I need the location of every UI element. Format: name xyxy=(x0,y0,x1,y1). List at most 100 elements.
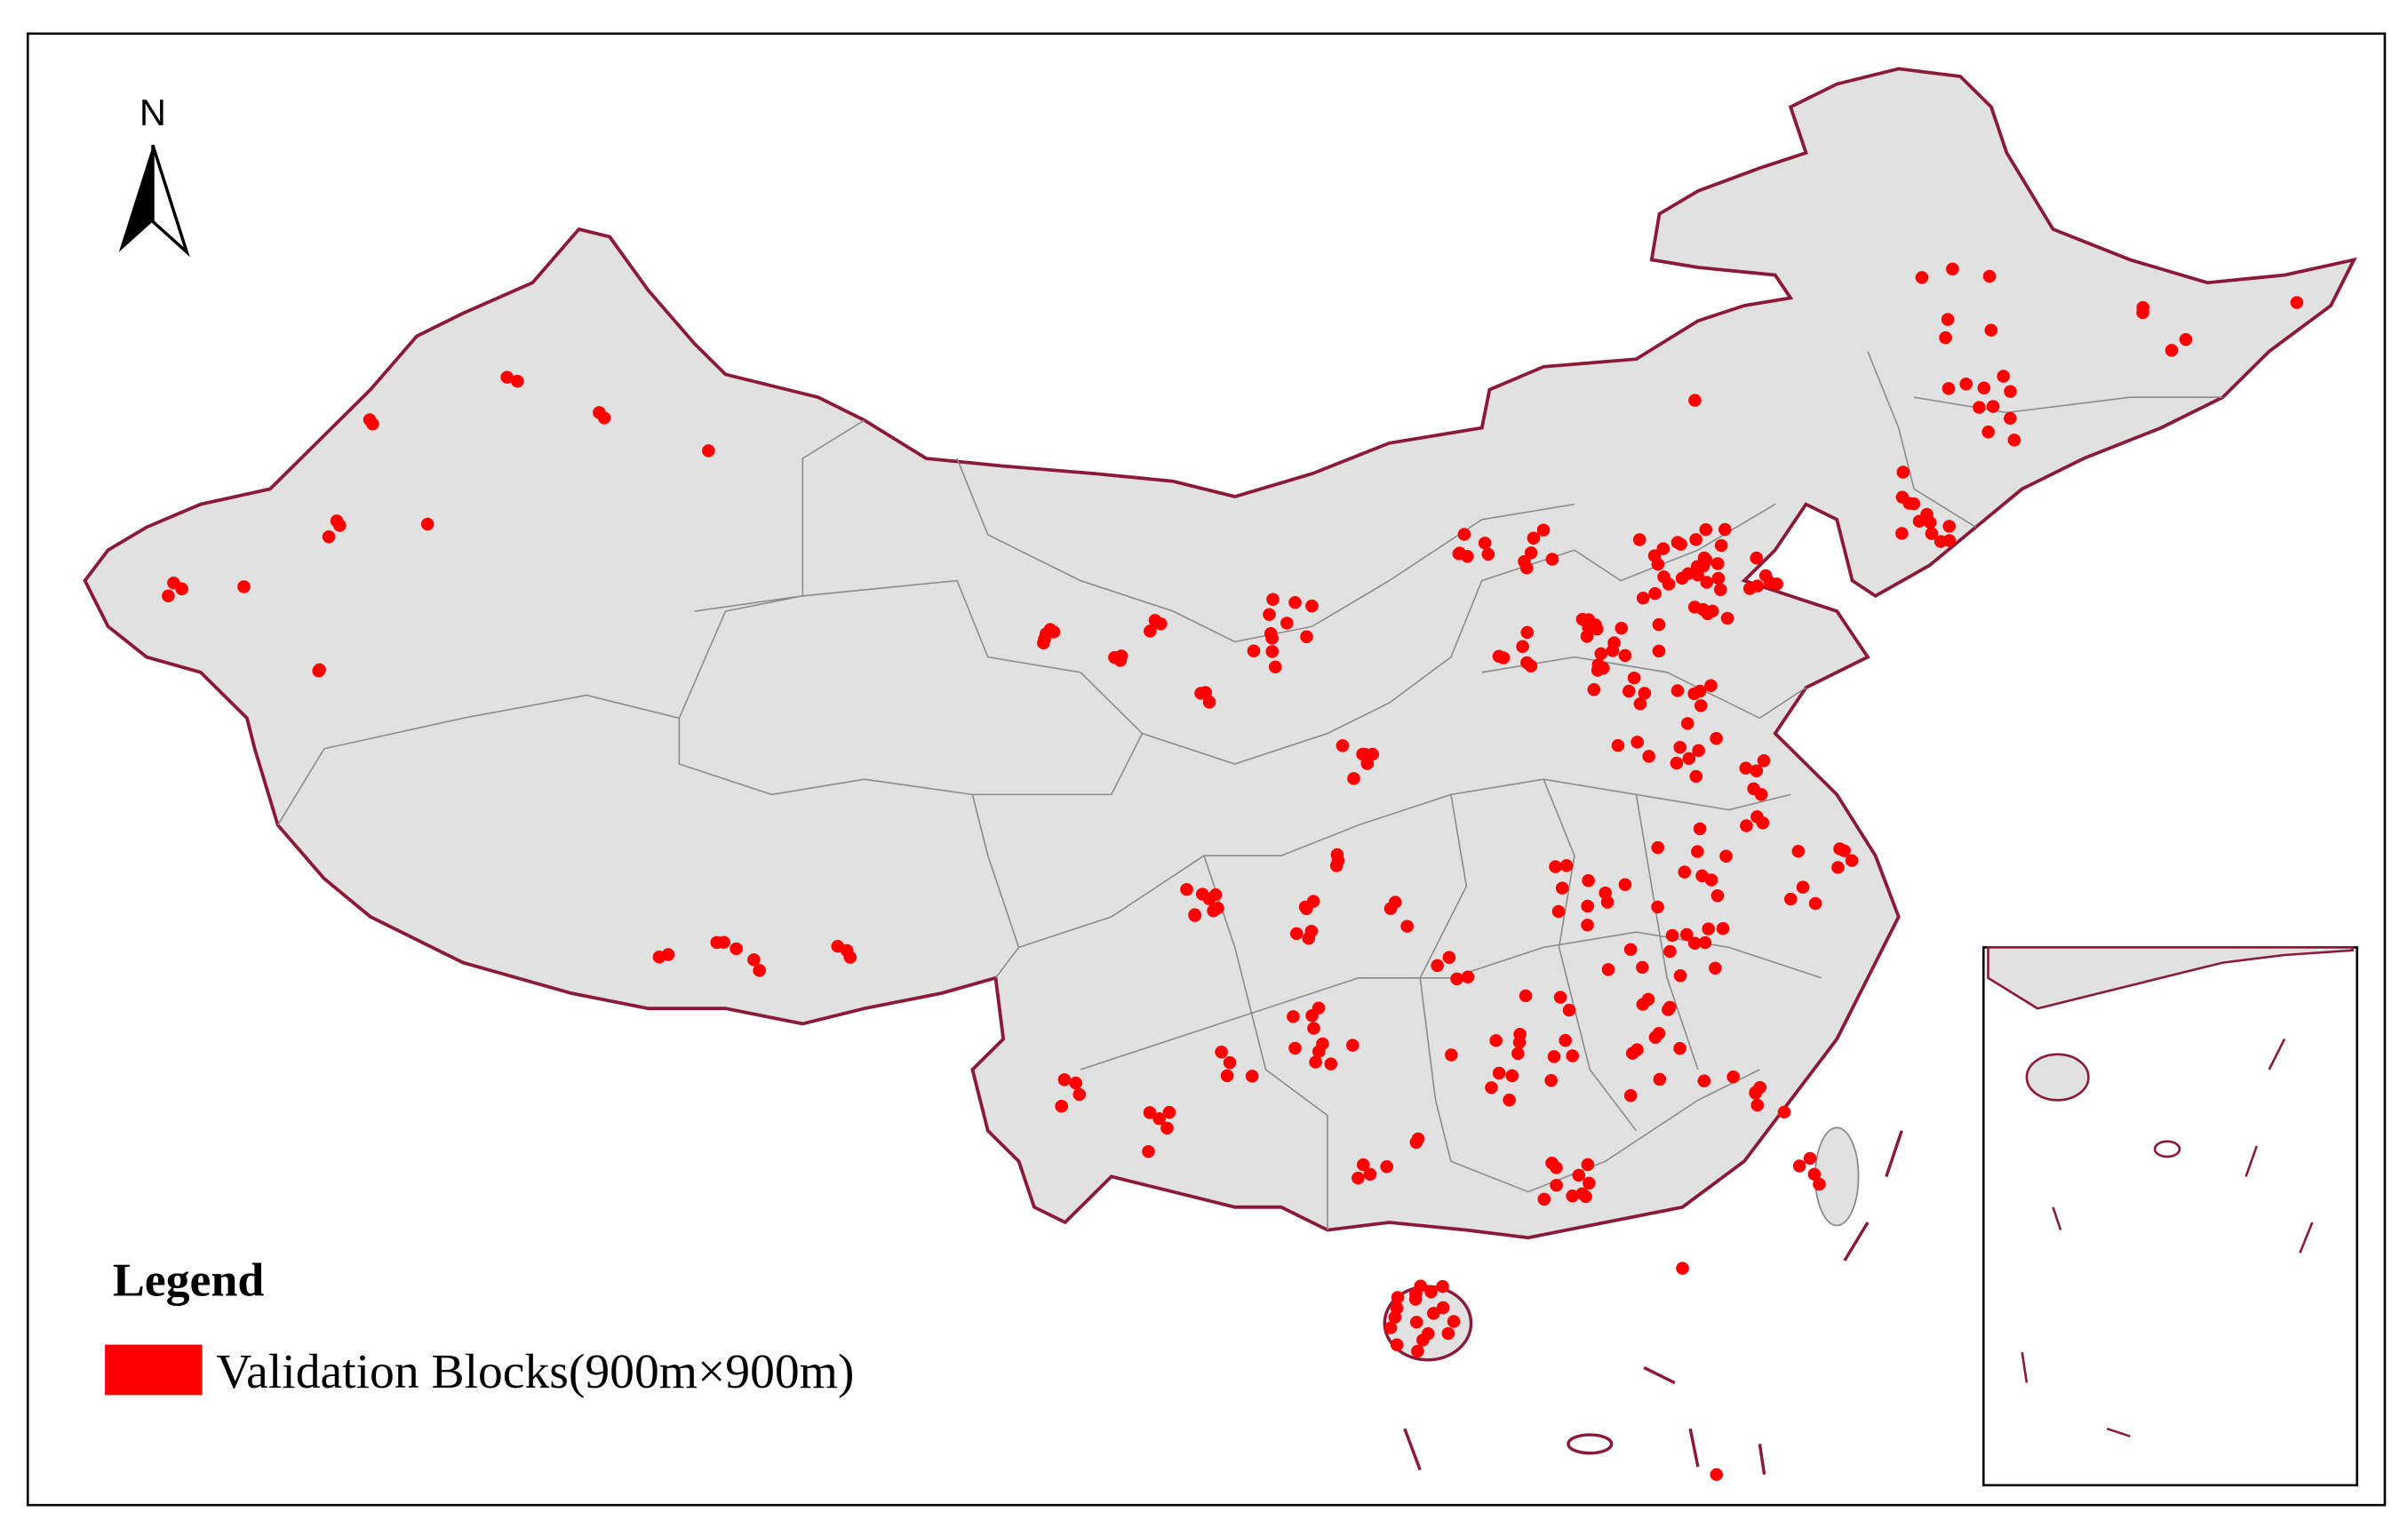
validation-block xyxy=(1345,1039,1359,1052)
validation-block xyxy=(1457,528,1471,541)
validation-block xyxy=(1700,576,1714,589)
validation-block xyxy=(1289,927,1304,941)
validation-block xyxy=(330,514,344,528)
validation-block xyxy=(1845,854,1859,867)
validation-block xyxy=(1946,262,1959,276)
validation-block xyxy=(1581,919,1594,932)
validation-block xyxy=(1693,822,1707,836)
island xyxy=(1814,1126,1860,1227)
validation-block xyxy=(1268,660,1282,674)
validation-block xyxy=(1587,683,1601,696)
validation-block xyxy=(1537,1192,1551,1206)
validation-block xyxy=(1160,1121,1174,1135)
validation-block xyxy=(1633,697,1647,711)
validation-block xyxy=(1512,1035,1527,1049)
validation-block xyxy=(1195,887,1209,901)
validation-block xyxy=(1692,744,1705,758)
validation-block xyxy=(1665,928,1679,943)
validation-block xyxy=(1300,630,1313,643)
validation-block xyxy=(1756,816,1770,830)
validation-block xyxy=(1670,536,1685,549)
validation-block xyxy=(1632,533,1647,546)
validation-block xyxy=(1716,922,1730,935)
validation-block xyxy=(175,582,188,596)
validation-block xyxy=(162,589,175,603)
validation-block xyxy=(1057,1073,1072,1086)
validation-block xyxy=(1902,497,1917,510)
validation-block xyxy=(1652,617,1666,632)
validation-block xyxy=(1647,549,1662,562)
validation-block xyxy=(1623,943,1638,957)
validation-block xyxy=(1347,772,1360,785)
validation-block xyxy=(1582,874,1595,887)
validation-block xyxy=(1330,848,1344,862)
sea-boundary xyxy=(1403,1130,1903,1476)
validation-block xyxy=(1720,611,1734,625)
validation-block xyxy=(1687,936,1702,950)
validation-block xyxy=(1676,1261,1689,1275)
validation-block xyxy=(1324,1057,1338,1070)
validation-block xyxy=(1709,961,1722,975)
validation-block xyxy=(1442,951,1456,964)
country-outline xyxy=(83,67,2357,1240)
validation-block xyxy=(1750,579,1765,593)
validation-block xyxy=(1441,1326,1455,1341)
validation-block xyxy=(1713,583,1727,596)
validation-block xyxy=(1984,323,1998,337)
validation-block xyxy=(1714,538,1728,553)
validation-block xyxy=(1211,901,1224,915)
validation-block xyxy=(1519,989,1533,1003)
validation-block xyxy=(1698,935,1712,950)
validation-block xyxy=(1679,927,1694,942)
validation-block xyxy=(1265,645,1280,658)
validation-block xyxy=(1642,750,1655,763)
validation-block xyxy=(1411,1344,1424,1358)
validation-block xyxy=(1583,1176,1596,1190)
validation-block xyxy=(1623,1089,1638,1102)
validation-block xyxy=(1409,1287,1423,1301)
validation-block xyxy=(1572,1168,1586,1182)
validation-block xyxy=(1739,761,1753,775)
validation-block xyxy=(1307,1022,1320,1035)
validation-block xyxy=(1519,561,1534,575)
validation-block xyxy=(1770,577,1783,591)
validation-block xyxy=(1689,533,1702,546)
validation-block xyxy=(1636,960,1649,975)
validation-block xyxy=(1409,1135,1423,1150)
validation-block xyxy=(1651,840,1665,855)
legend-swatch xyxy=(105,1344,203,1396)
validation-block xyxy=(1551,904,1566,919)
validation-block xyxy=(1424,1285,1438,1299)
validation-block xyxy=(1693,684,1707,698)
validation-block xyxy=(1681,567,1695,580)
validation-block xyxy=(1247,644,1261,657)
validation-block xyxy=(1581,1158,1595,1172)
validation-block xyxy=(1651,900,1664,914)
validation-block xyxy=(1536,523,1551,537)
validation-block xyxy=(1363,1167,1377,1182)
validation-block xyxy=(840,943,854,958)
validation-block xyxy=(500,370,514,384)
validation-block xyxy=(1599,886,1612,900)
validation-block xyxy=(1581,899,1594,913)
validation-block xyxy=(1329,859,1344,872)
validation-block xyxy=(1803,1151,1817,1166)
validation-block xyxy=(2290,296,2304,309)
validation-block xyxy=(1223,1055,1237,1070)
validation-block xyxy=(1547,1050,1561,1063)
validation-block xyxy=(1662,1000,1677,1015)
validation-block xyxy=(1648,586,1662,601)
validation-block xyxy=(1545,553,1559,566)
validation-block xyxy=(1636,591,1650,605)
validation-block xyxy=(1559,1033,1572,1047)
legend-label: Validation Blocks(900m×900m) xyxy=(216,1344,854,1398)
validation-block xyxy=(1973,401,1986,414)
validation-block xyxy=(1356,1158,1370,1172)
validation-block xyxy=(1997,370,2010,383)
validation-block xyxy=(1306,895,1320,908)
validation-block xyxy=(1553,991,1567,1004)
validation-block xyxy=(1431,959,1444,973)
validation-block xyxy=(1670,684,1685,697)
validation-block xyxy=(1699,522,1713,537)
